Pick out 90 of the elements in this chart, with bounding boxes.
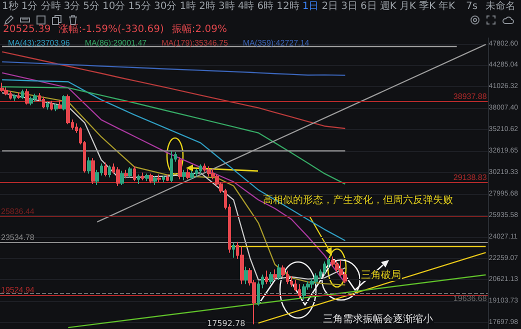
text: MA(43):23703.96: [8, 38, 70, 48]
text: 1時: [180, 1, 196, 12]
text: MA(86):29001.47: [84, 38, 148, 48]
text: 15分: [128, 1, 151, 12]
candlestick: [62, 94, 66, 111]
text: 12時: [276, 1, 300, 12]
text: 1秒: [2, 1, 18, 12]
text: 20525.39: [3, 24, 51, 35]
ref-line-label: 38937.88: [453, 92, 488, 101]
candlestick: [120, 170, 124, 186]
candlestick: [149, 173, 153, 184]
candlestick: [269, 271, 273, 285]
annotation: 三角破局: [360, 270, 402, 281]
text: 10分: [102, 1, 126, 12]
candlestick: [302, 284, 306, 300]
ref-line-label: 25836.44: [1, 206, 35, 216]
candlestick: [170, 150, 173, 183]
candlestick: [141, 172, 144, 181]
text: MA(359):42727.14: [242, 38, 310, 48]
candlestick: [145, 173, 149, 182]
candlestick: [104, 162, 107, 177]
annotation: 三角需求振幅会逐渐缩小: [322, 314, 434, 325]
line-series: [1, 61, 346, 76]
candlestick: [199, 164, 202, 174]
candlestick: [265, 270, 268, 285]
ref-line-label: 19636.68: [453, 294, 488, 303]
candlestick: [124, 169, 128, 179]
text: 年K: [438, 1, 456, 12]
candlestick: [178, 156, 182, 180]
candlestick: [29, 96, 33, 106]
text: 1分: [21, 1, 38, 12]
candlestick: [232, 242, 235, 258]
line-series: [1, 86, 346, 185]
text: 3日: [341, 1, 358, 12]
candlestick: [91, 158, 95, 185]
candlestick: [128, 166, 132, 178]
candlestick: [46, 101, 49, 110]
text: 6時: [257, 1, 274, 12]
text: 3分: [64, 1, 80, 12]
text: 3時: [218, 1, 235, 12]
candlestick: [207, 166, 211, 177]
candlestick: [116, 166, 120, 186]
text: 2日: [322, 1, 338, 12]
text: 4時: [238, 1, 254, 12]
candlestick: [21, 89, 24, 100]
text: 週K: [380, 1, 396, 12]
text: 季K: [418, 1, 436, 12]
ref-line-label: 29138.83: [453, 173, 488, 182]
candlestick: [50, 100, 53, 111]
text: 月K: [399, 1, 416, 12]
text: 1日: [302, 1, 319, 12]
text: 7s: [466, 1, 478, 12]
candlestick: [0, 82, 4, 92]
candlestick: [323, 261, 326, 276]
text: MA(179):35346.75: [162, 38, 228, 48]
candlestick: [166, 174, 169, 182]
candlestick: [87, 156, 91, 174]
candlestick: [133, 166, 136, 182]
candlestick: [58, 100, 62, 110]
text: 6日: [360, 1, 377, 12]
annotation: 17592.78: [206, 318, 246, 329]
text: 2時: [199, 1, 216, 12]
text: 振幅:2.09%: [172, 24, 228, 35]
candlestick: [4, 87, 8, 96]
candlestick: [273, 268, 277, 281]
candlestick: [13, 94, 16, 102]
candlestick: [240, 246, 244, 285]
candlestick: [298, 284, 301, 299]
ref-line-label: 19524.94: [1, 286, 35, 295]
candlestick: [42, 96, 45, 109]
candlestick: [137, 174, 140, 185]
candlestick: [153, 176, 157, 186]
text: 5分: [83, 1, 100, 12]
text: 分時: [40, 1, 61, 12]
text: 未命名: [486, 1, 516, 12]
candlestick: [25, 88, 29, 106]
candlestick: [162, 174, 165, 183]
candlestick: [54, 103, 58, 112]
ref-line-label: 23534.78: [1, 233, 35, 242]
candlestick: [314, 272, 318, 285]
text: 30分: [154, 1, 177, 12]
candlestick: [277, 264, 281, 281]
candlestick: [244, 266, 248, 285]
line-series: [1, 51, 346, 130]
candlestick: [190, 170, 194, 180]
candlestick: [182, 169, 186, 181]
candlestick: [33, 93, 37, 102]
candlestick: [17, 92, 20, 100]
candlestick: [157, 174, 161, 183]
candlestick: [108, 164, 111, 178]
